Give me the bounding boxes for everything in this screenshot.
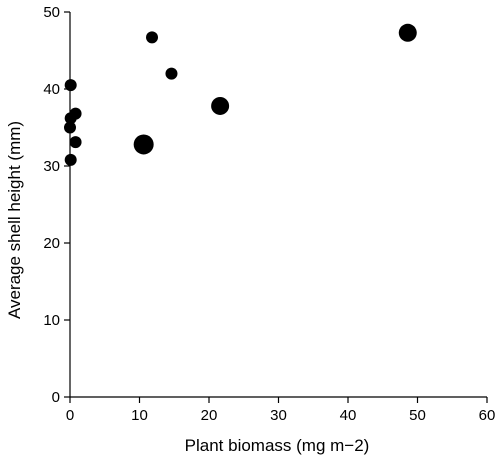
data-point <box>64 79 77 92</box>
x-tick-label: 20 <box>201 407 218 424</box>
plot-area <box>69 12 487 398</box>
x-axis-title: Plant biomass (mg m−2) <box>185 436 370 455</box>
x-tick-label: 50 <box>409 407 426 424</box>
y-tick-label: 20 <box>43 235 60 252</box>
y-axis-title: Average shell height (mm) <box>5 121 24 319</box>
data-point <box>146 31 159 44</box>
x-tick-label: 10 <box>131 407 148 424</box>
data-points <box>64 23 417 166</box>
y-tick-label: 40 <box>43 81 60 98</box>
data-point <box>69 136 82 149</box>
x-tick-label: 60 <box>479 407 496 424</box>
x-tick-label: 30 <box>270 407 287 424</box>
y-tick-label: 10 <box>43 312 60 329</box>
y-tick-label: 0 <box>52 389 60 406</box>
y-tick-label: 50 <box>43 4 60 21</box>
data-point <box>64 121 76 134</box>
y-tick-label: 30 <box>43 158 60 175</box>
x-axis-ticks: 0 10 20 30 40 50 60 <box>66 397 496 424</box>
x-tick-label: 40 <box>340 407 357 424</box>
y-axis-ticks: 0 10 20 30 40 50 <box>43 4 70 406</box>
data-point <box>211 96 230 115</box>
data-point <box>398 23 417 42</box>
data-point <box>133 134 154 155</box>
data-point <box>69 107 82 120</box>
data-point <box>165 67 178 80</box>
x-tick-label: 0 <box>66 407 74 424</box>
data-point <box>64 153 77 166</box>
